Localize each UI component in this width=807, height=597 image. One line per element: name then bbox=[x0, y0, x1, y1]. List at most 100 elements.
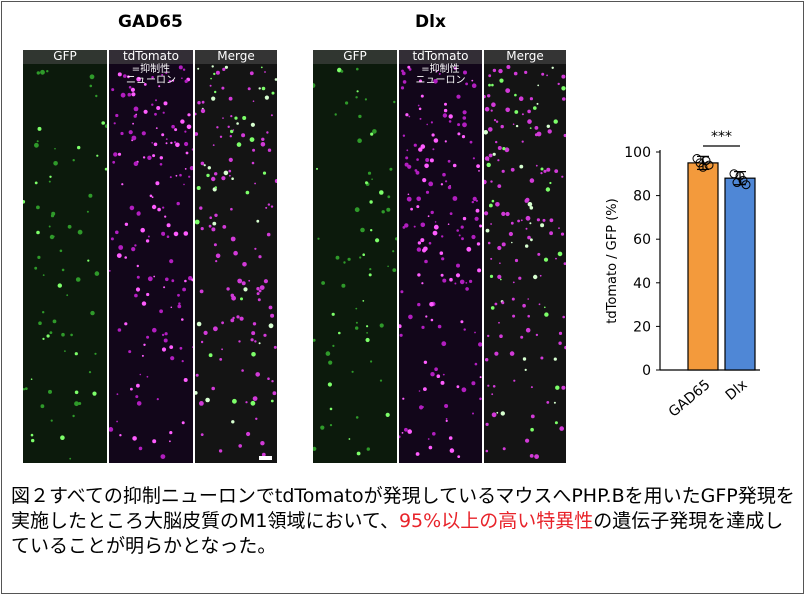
cell-dot bbox=[335, 255, 340, 260]
cell-dot bbox=[236, 142, 242, 147]
cell-dot bbox=[511, 241, 513, 244]
cell-dot bbox=[256, 287, 260, 291]
cell-dot bbox=[405, 156, 409, 160]
cell-dot bbox=[187, 113, 191, 117]
cell-dot bbox=[230, 236, 236, 242]
cell-dot bbox=[146, 375, 149, 378]
cell-dot bbox=[72, 414, 75, 418]
cell-dot bbox=[442, 278, 447, 283]
cell-dot bbox=[183, 183, 185, 186]
cell-dot bbox=[166, 223, 171, 228]
cell-dot bbox=[36, 140, 39, 143]
cell-dot bbox=[127, 92, 132, 97]
cell-dot bbox=[74, 390, 79, 395]
cell-dot bbox=[37, 255, 41, 259]
cell-dot bbox=[536, 102, 539, 105]
cell-dot bbox=[444, 404, 449, 408]
cell-dot bbox=[430, 121, 433, 124]
cell-dot bbox=[236, 122, 239, 125]
cell-dot bbox=[132, 436, 137, 441]
cell-dot bbox=[180, 119, 185, 124]
cell-dot bbox=[520, 219, 523, 222]
dlx-merge-image bbox=[484, 50, 566, 463]
cell-dot bbox=[420, 222, 426, 228]
cell-dot bbox=[341, 283, 346, 288]
cell-dot bbox=[476, 242, 481, 246]
cell-dot bbox=[448, 120, 452, 123]
cell-dot bbox=[42, 337, 45, 340]
cell-dot bbox=[36, 205, 40, 210]
cell-dot bbox=[219, 358, 223, 361]
cell-dot bbox=[445, 180, 448, 183]
cell-dot bbox=[151, 204, 157, 210]
cell-dot bbox=[231, 177, 234, 180]
cell-dot bbox=[143, 83, 147, 86]
cell-dot bbox=[424, 259, 428, 264]
cell-dot bbox=[185, 151, 189, 155]
cell-dot bbox=[421, 282, 424, 285]
cell-dot bbox=[420, 144, 426, 149]
cell-dot bbox=[151, 103, 154, 106]
cell-dot bbox=[169, 259, 174, 264]
cell-dot bbox=[400, 290, 404, 294]
cell-dot bbox=[533, 274, 538, 280]
cell-dot bbox=[549, 231, 553, 236]
cell-dot bbox=[419, 79, 422, 83]
cell-dot bbox=[500, 411, 505, 416]
cell-dot bbox=[124, 256, 127, 259]
cell-dot bbox=[92, 391, 97, 396]
cell-dot bbox=[448, 114, 453, 119]
cell-dot bbox=[155, 181, 160, 186]
cell-dot bbox=[206, 173, 210, 178]
cell-dot bbox=[161, 231, 166, 236]
cell-dot bbox=[491, 199, 495, 203]
cell-dot bbox=[179, 346, 183, 350]
cell-dot bbox=[245, 190, 250, 195]
cell-dot bbox=[469, 279, 473, 283]
cell-dot bbox=[456, 263, 460, 268]
cell-dot bbox=[430, 372, 435, 377]
cell-dot bbox=[539, 274, 542, 277]
cell-dot bbox=[524, 368, 527, 371]
cell-dot bbox=[151, 196, 154, 199]
cell-dot bbox=[255, 372, 260, 377]
cell-dot bbox=[485, 228, 490, 233]
cell-dot bbox=[443, 108, 448, 113]
cell-dot bbox=[331, 312, 335, 316]
cell-dot bbox=[461, 387, 467, 393]
cell-dot bbox=[514, 258, 519, 263]
cell-dot bbox=[131, 247, 136, 252]
cell-dot bbox=[492, 385, 496, 388]
cell-dot bbox=[238, 340, 241, 343]
cell-dot bbox=[195, 391, 198, 395]
cell-dot bbox=[543, 169, 547, 173]
cell-dot bbox=[267, 377, 270, 381]
cell-dot bbox=[477, 268, 482, 273]
cell-dot bbox=[139, 373, 142, 376]
cell-dot bbox=[51, 211, 56, 216]
cell-dot bbox=[406, 149, 409, 152]
y-tick-label: 100 bbox=[624, 145, 651, 161]
cell-dot bbox=[387, 265, 389, 268]
cell-dot bbox=[274, 179, 277, 183]
cell-dot bbox=[70, 333, 73, 337]
cell-dot bbox=[242, 116, 247, 120]
cell-dot bbox=[553, 357, 557, 361]
cell-dot bbox=[512, 123, 515, 125]
cell-dot bbox=[364, 98, 367, 101]
cell-dot bbox=[258, 342, 261, 345]
cell-dot bbox=[215, 260, 218, 263]
cell-dot bbox=[252, 100, 255, 102]
cell-dot bbox=[135, 395, 139, 399]
cell-dot bbox=[143, 109, 148, 114]
cell-dot bbox=[484, 179, 487, 185]
cell-dot bbox=[495, 202, 500, 207]
cell-dot bbox=[478, 342, 482, 347]
cell-dot bbox=[172, 79, 175, 82]
cell-dot bbox=[444, 140, 447, 143]
cell-dot bbox=[457, 455, 461, 458]
cell-dot bbox=[463, 70, 467, 75]
cell-dot bbox=[529, 222, 532, 225]
cell-dot bbox=[475, 199, 478, 202]
cell-dot bbox=[164, 215, 167, 218]
